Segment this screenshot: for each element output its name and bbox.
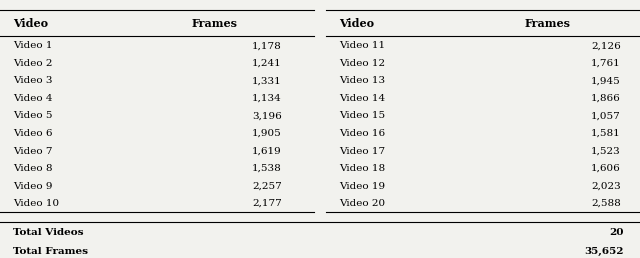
Text: Total Frames: Total Frames — [13, 247, 88, 256]
Text: 2,126: 2,126 — [591, 41, 621, 50]
Text: 20: 20 — [609, 228, 624, 237]
Text: Video 16: Video 16 — [339, 129, 385, 138]
Text: Video 3: Video 3 — [13, 76, 52, 85]
Text: Video 19: Video 19 — [339, 182, 385, 191]
Text: 1,761: 1,761 — [591, 59, 621, 68]
Text: 2,023: 2,023 — [591, 182, 621, 191]
Text: 1,619: 1,619 — [252, 147, 282, 156]
Text: 1,523: 1,523 — [591, 147, 621, 156]
Text: 1,134: 1,134 — [252, 94, 282, 103]
Text: Video 9: Video 9 — [13, 182, 52, 191]
Text: Video: Video — [13, 18, 48, 29]
Text: 35,652: 35,652 — [584, 247, 624, 256]
Text: Video 17: Video 17 — [339, 147, 385, 156]
Text: Video 13: Video 13 — [339, 76, 385, 85]
Text: 1,178: 1,178 — [252, 41, 282, 50]
Text: 2,177: 2,177 — [252, 199, 282, 208]
Text: 1,606: 1,606 — [591, 164, 621, 173]
Text: Total Videos: Total Videos — [13, 228, 83, 237]
Text: 1,331: 1,331 — [252, 76, 282, 85]
Text: Video 10: Video 10 — [13, 199, 59, 208]
Text: 2,588: 2,588 — [591, 199, 621, 208]
Text: Frames: Frames — [525, 18, 571, 29]
Text: 2,257: 2,257 — [252, 182, 282, 191]
Text: Frames: Frames — [192, 18, 238, 29]
Text: Video 1: Video 1 — [13, 41, 52, 50]
Text: 1,057: 1,057 — [591, 111, 621, 120]
Text: Video 5: Video 5 — [13, 111, 52, 120]
Text: Video 14: Video 14 — [339, 94, 385, 103]
Text: Video 11: Video 11 — [339, 41, 385, 50]
Text: 1,241: 1,241 — [252, 59, 282, 68]
Text: 1,905: 1,905 — [252, 129, 282, 138]
Text: Video 15: Video 15 — [339, 111, 385, 120]
Text: 1,945: 1,945 — [591, 76, 621, 85]
Text: Video 8: Video 8 — [13, 164, 52, 173]
Text: Video 7: Video 7 — [13, 147, 52, 156]
Text: Video 20: Video 20 — [339, 199, 385, 208]
Text: Video 2: Video 2 — [13, 59, 52, 68]
Text: Video 4: Video 4 — [13, 94, 52, 103]
Text: 1,581: 1,581 — [591, 129, 621, 138]
Text: Video: Video — [339, 18, 374, 29]
Text: Video 12: Video 12 — [339, 59, 385, 68]
Text: 1,538: 1,538 — [252, 164, 282, 173]
Text: Video 6: Video 6 — [13, 129, 52, 138]
Text: 3,196: 3,196 — [252, 111, 282, 120]
Text: 1,866: 1,866 — [591, 94, 621, 103]
Text: Video 18: Video 18 — [339, 164, 385, 173]
